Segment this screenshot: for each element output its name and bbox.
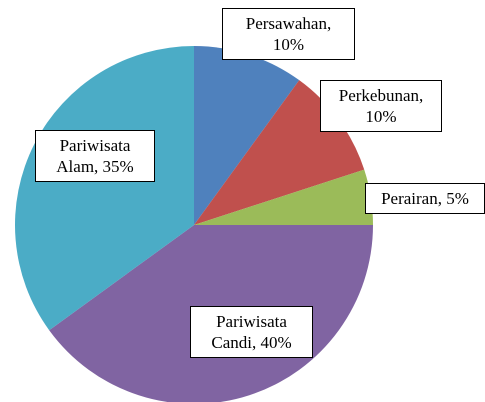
pie-slice — [194, 46, 300, 225]
data-label: Pariwisata Candi, 40% — [190, 306, 313, 358]
data-label: Persawahan, 10% — [222, 8, 355, 60]
data-label: Perkebunan, 10% — [320, 80, 442, 132]
data-label: Perairan, 5% — [365, 183, 485, 214]
data-label: Pariwisata Alam, 35% — [35, 130, 155, 182]
pie-slice — [194, 169, 373, 225]
pie-slice — [14, 45, 194, 331]
